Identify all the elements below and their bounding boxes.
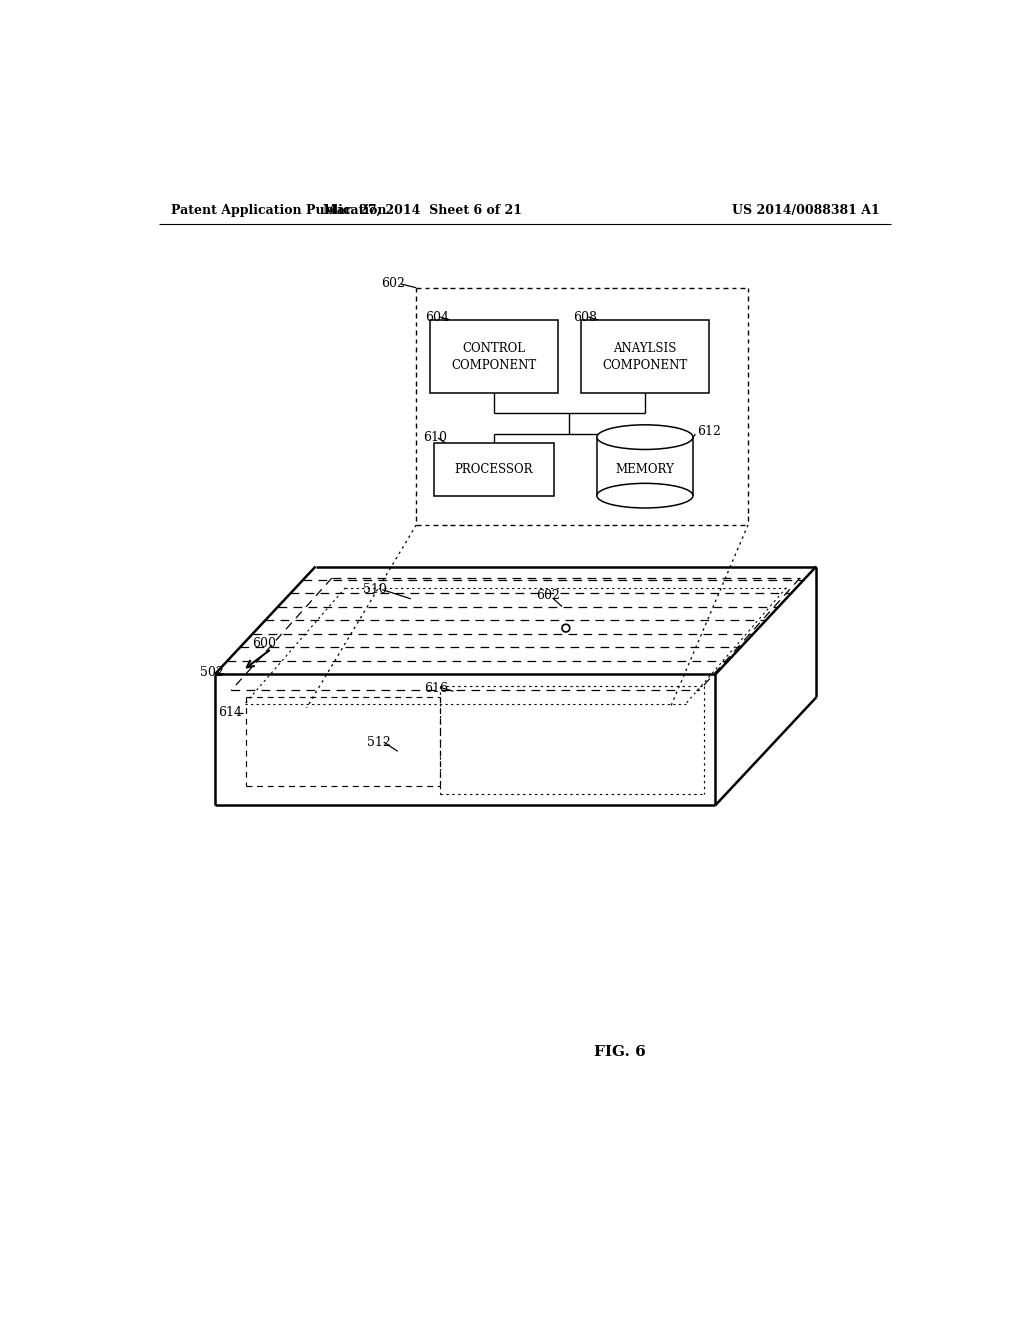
Text: COMPONENT: COMPONENT [452, 359, 537, 372]
Text: 510: 510 [362, 583, 387, 597]
Text: 614: 614 [218, 706, 242, 719]
Text: 502: 502 [200, 667, 224, 680]
Text: 610: 610 [423, 432, 447, 445]
Bar [434, 444, 554, 496]
Text: 616: 616 [424, 681, 449, 694]
Text: US 2014/0088381 A1: US 2014/0088381 A1 [732, 205, 880, 218]
Ellipse shape [597, 483, 693, 508]
Text: CONTROL: CONTROL [462, 342, 525, 355]
Ellipse shape [597, 425, 693, 450]
Text: 602: 602 [536, 589, 559, 602]
Bar [430, 321, 558, 393]
Text: 600: 600 [252, 638, 276, 649]
Text: MEMORY: MEMORY [615, 463, 675, 477]
Text: ANAYLSIS: ANAYLSIS [613, 342, 677, 355]
Text: FIG. 6: FIG. 6 [594, 1044, 646, 1059]
Text: COMPONENT: COMPONENT [602, 359, 687, 372]
Bar [582, 321, 710, 393]
Text: 604: 604 [425, 310, 449, 323]
Text: PROCESSOR: PROCESSOR [455, 463, 534, 477]
Text: 512: 512 [367, 735, 390, 748]
Text: Patent Application Publication: Patent Application Publication [171, 205, 386, 218]
Text: 608: 608 [572, 310, 597, 323]
Text: Mar. 27, 2014  Sheet 6 of 21: Mar. 27, 2014 Sheet 6 of 21 [323, 205, 522, 218]
Text: 612: 612 [697, 425, 722, 438]
Text: 602: 602 [381, 277, 406, 290]
